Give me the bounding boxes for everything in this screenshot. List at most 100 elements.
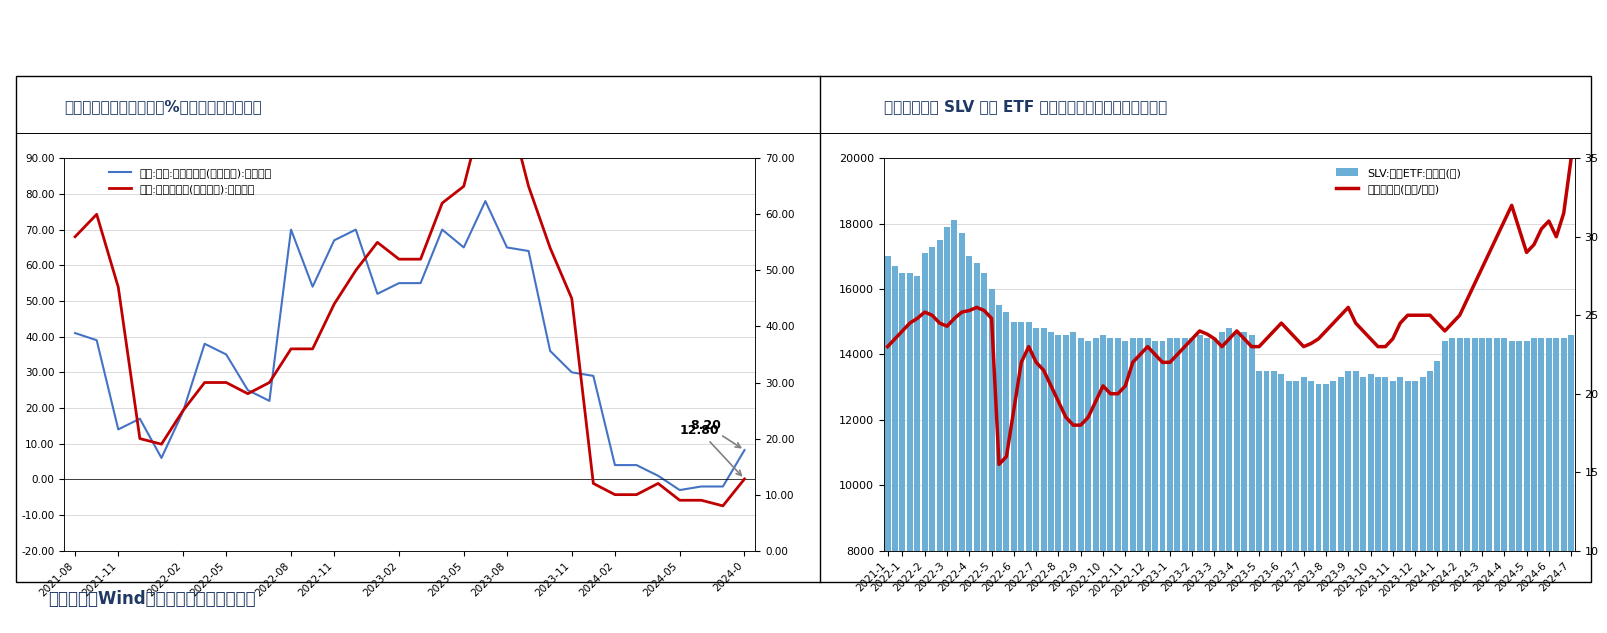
- 中国:产量:太阳能电池(光伏电池):当月同比: [583, 372, 603, 380]
- Bar: [943, 227, 950, 633]
- Bar: [892, 266, 898, 633]
- 产量:太阳能电池(光伏电池):累计同比: [627, 491, 646, 498]
- Bar: [1204, 338, 1210, 633]
- Bar: [1509, 341, 1515, 633]
- Bar: [1181, 338, 1188, 633]
- 产量:太阳能电池(光伏电池):累计同比: [304, 345, 323, 353]
- Bar: [1257, 371, 1261, 633]
- Bar: [1501, 338, 1507, 633]
- Bar: [1093, 338, 1099, 633]
- Text: 图：光伏电池产量变化（%；累计同比：右轴）: 图：光伏电池产量变化（%；累计同比：右轴）: [64, 99, 262, 114]
- Bar: [1279, 374, 1284, 633]
- Bar: [1226, 329, 1233, 633]
- Bar: [1323, 384, 1329, 633]
- Bar: [1234, 332, 1239, 633]
- 中国:产量:太阳能电池(光伏电池):当月同比: [217, 351, 236, 358]
- Bar: [1523, 341, 1530, 633]
- 伦敦银价格(美元/盎司): [990, 461, 1009, 468]
- Bar: [1085, 341, 1091, 633]
- 伦敦银价格(美元/盎司): [1361, 335, 1380, 342]
- 产量:太阳能电池(光伏电池):累计同比: [217, 379, 236, 386]
- Bar: [906, 273, 913, 633]
- 产量:太阳能电池(光伏电池):累计同比: [325, 300, 344, 308]
- Text: 8.20: 8.20: [691, 418, 741, 448]
- 伦敦银价格(美元/盎司): [967, 304, 987, 311]
- Text: 12.80: 12.80: [680, 424, 741, 475]
- 产量:太阳能电池(光伏电池):累计同比: [87, 211, 106, 218]
- Bar: [1419, 377, 1425, 633]
- Bar: [1056, 335, 1062, 633]
- 中国:产量:太阳能电池(光伏电池):当月同比: [691, 483, 710, 491]
- Bar: [1175, 338, 1180, 633]
- Bar: [1144, 338, 1151, 633]
- 中国:产量:太阳能电池(光伏电池):当月同比: [670, 486, 689, 494]
- 中国:产量:太阳能电池(光伏电池):当月同比: [714, 483, 733, 491]
- 产量:太阳能电池(光伏电池):累计同比: [109, 284, 129, 291]
- Bar: [1167, 338, 1173, 633]
- Bar: [922, 253, 927, 633]
- 中国:产量:太阳能电池(光伏电池):当月同比: [260, 397, 280, 404]
- 产量:太阳能电池(光伏电池):累计同比: [540, 244, 559, 252]
- 中国:产量:太阳能电池(光伏电池):当月同比: [734, 446, 754, 454]
- Bar: [1396, 377, 1403, 633]
- Bar: [974, 263, 980, 633]
- Bar: [1019, 322, 1024, 633]
- 中国:产量:太阳能电池(光伏电池):当月同比: [562, 368, 582, 376]
- 中国:产量:太阳能电池(光伏电池):当月同比: [174, 408, 193, 415]
- Bar: [1160, 341, 1165, 633]
- Bar: [900, 273, 905, 633]
- Bar: [959, 234, 964, 633]
- Bar: [1560, 338, 1567, 633]
- Bar: [1450, 338, 1456, 633]
- 产量:太阳能电池(光伏电池):累计同比: [368, 239, 387, 246]
- Bar: [1464, 338, 1470, 633]
- Bar: [914, 276, 921, 633]
- Bar: [1048, 332, 1054, 633]
- Line: 中国:产量:太阳能电池(光伏电池):当月同比: 中国:产量:太阳能电池(光伏电池):当月同比: [76, 201, 744, 490]
- 中国:产量:太阳能电池(光伏电池):当月同比: [455, 244, 474, 251]
- 产量:太阳能电池(光伏电池):累计同比: [670, 496, 689, 504]
- Bar: [1189, 338, 1196, 633]
- 中国:产量:太阳能电池(光伏电池):当月同比: [519, 248, 538, 255]
- 中国:产量:太阳能电池(光伏电池):当月同比: [87, 336, 106, 344]
- Bar: [1360, 377, 1366, 633]
- Bar: [929, 247, 935, 633]
- 产量:太阳能电池(光伏电池):累计同比: [130, 435, 149, 442]
- 中国:产量:太阳能电池(光伏电池):当月同比: [325, 237, 344, 244]
- Bar: [1316, 384, 1321, 633]
- Bar: [1382, 377, 1388, 633]
- 产量:太阳能电池(光伏电池):累计同比: [260, 379, 280, 386]
- Bar: [1554, 338, 1559, 633]
- 产量:太阳能电池(光伏电池):累计同比: [691, 496, 710, 504]
- Bar: [1152, 341, 1159, 633]
- Bar: [1531, 338, 1536, 633]
- Bar: [1220, 332, 1225, 633]
- Bar: [1286, 380, 1292, 633]
- 伦敦银价格(美元/盎司): [1427, 319, 1446, 327]
- Bar: [1294, 380, 1298, 633]
- Bar: [1308, 380, 1315, 633]
- 中国:产量:太阳能电池(光伏电池):当月同比: [540, 347, 559, 354]
- 产量:太阳能电池(光伏电池):累计同比: [66, 233, 85, 241]
- Bar: [1441, 341, 1448, 633]
- Bar: [1241, 332, 1247, 633]
- Bar: [966, 256, 972, 633]
- 中国:产量:太阳能电池(光伏电池):当月同比: [649, 472, 669, 480]
- Bar: [1456, 338, 1462, 633]
- 产量:太阳能电池(光伏电池):累计同比: [519, 182, 538, 190]
- 产量:太阳能电池(光伏电池):累计同比: [649, 480, 669, 487]
- 产量:太阳能电池(光伏电池):累计同比: [411, 255, 431, 263]
- Bar: [1405, 380, 1411, 633]
- Legend: 中国:产量:太阳能电池(光伏电池):当月同比, 产量:太阳能电池(光伏电池):累计同比: 中国:产量:太阳能电池(光伏电池):当月同比, 产量:太阳能电池(光伏电池):累…: [104, 164, 276, 198]
- 中国:产量:太阳能电池(光伏电池):当月同比: [66, 329, 85, 337]
- Line: 伦敦银价格(美元/盎司): 伦敦银价格(美元/盎司): [887, 158, 1572, 465]
- 伦敦银价格(美元/盎司): [996, 453, 1016, 460]
- 产量:太阳能电池(光伏电池):累计同比: [174, 407, 193, 415]
- Bar: [1003, 312, 1009, 633]
- 中国:产量:太阳能电池(光伏电池):当月同比: [497, 244, 516, 251]
- Bar: [1115, 338, 1120, 633]
- Bar: [1078, 338, 1083, 633]
- 中国:产量:太阳能电池(光伏电池):当月同比: [281, 226, 301, 234]
- 产量:太阳能电池(光伏电池):累计同比: [281, 345, 301, 353]
- 产量:太阳能电池(光伏电池):累计同比: [346, 266, 365, 274]
